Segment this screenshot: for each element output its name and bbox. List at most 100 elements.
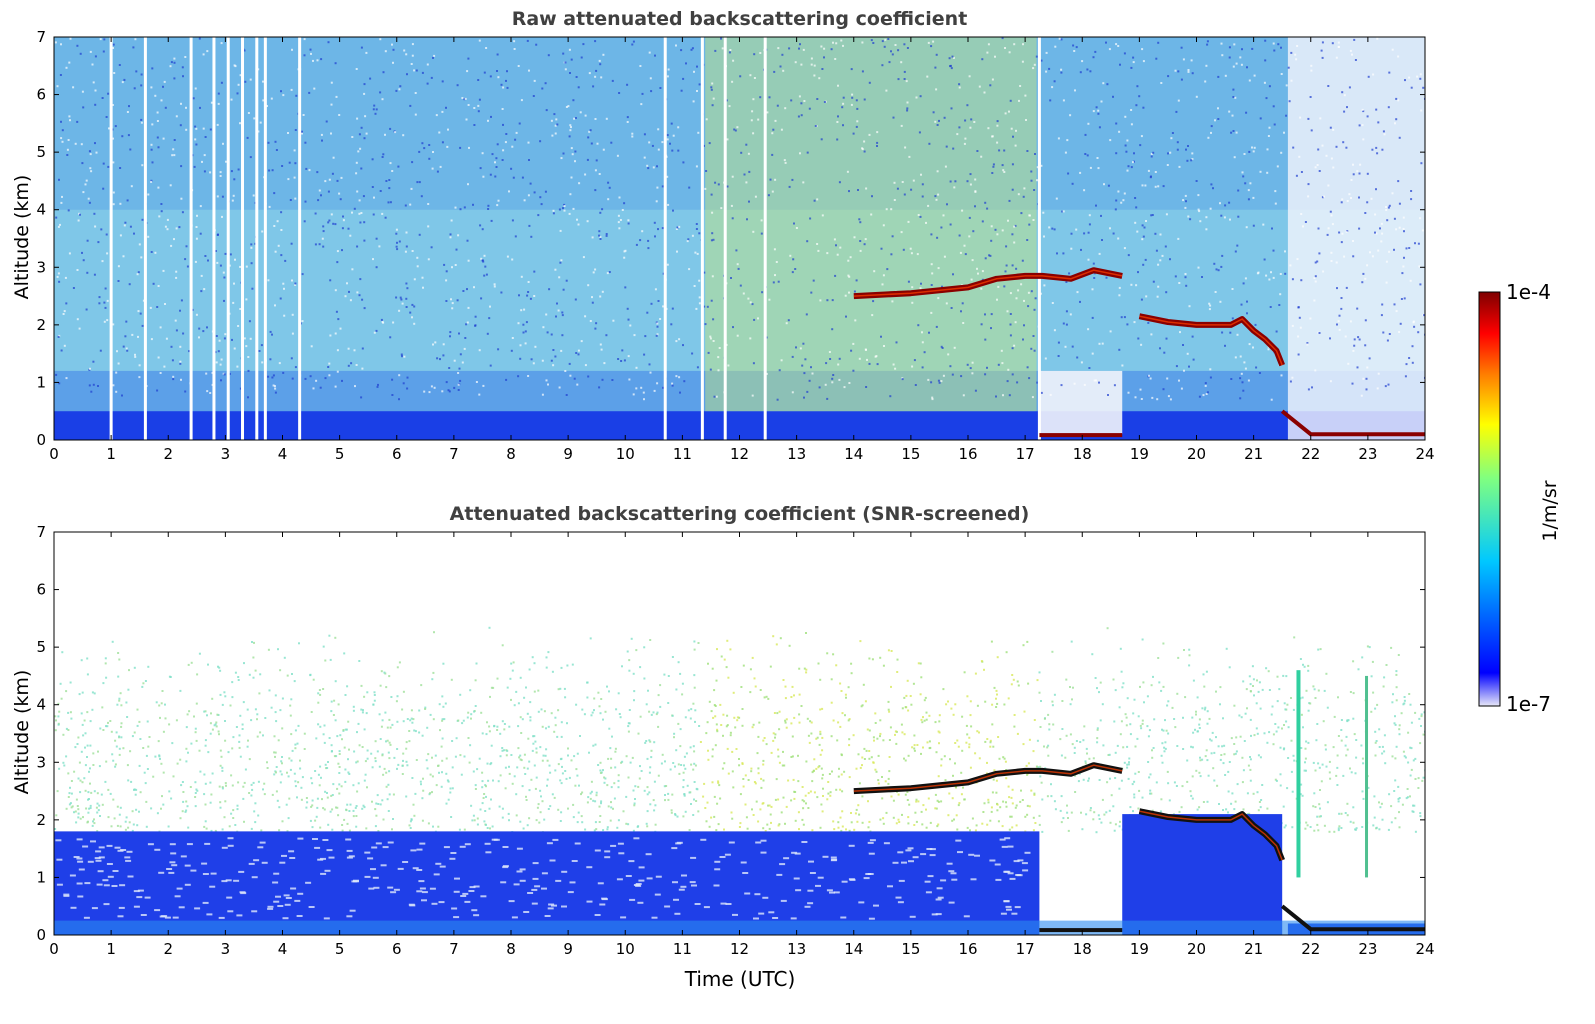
speckle xyxy=(1356,308,1358,310)
speckle xyxy=(171,742,173,744)
speckle xyxy=(291,280,293,282)
speckle xyxy=(790,696,792,698)
speckle xyxy=(527,713,529,715)
speckle xyxy=(819,709,821,711)
speckle xyxy=(179,346,181,348)
speckle xyxy=(1315,770,1317,772)
speckle xyxy=(1255,367,1257,369)
speckle xyxy=(230,253,232,255)
speckle xyxy=(428,822,430,824)
speckle xyxy=(220,694,222,696)
speckle xyxy=(393,49,395,51)
speckle xyxy=(581,815,583,817)
speckle xyxy=(97,803,99,805)
speckle xyxy=(1063,99,1065,101)
speckle xyxy=(623,810,625,812)
speckle xyxy=(1162,643,1164,645)
speckle xyxy=(225,161,227,163)
speckle xyxy=(659,706,661,708)
speckle xyxy=(77,808,79,810)
speckle xyxy=(997,656,999,658)
speckle xyxy=(1407,788,1409,790)
speckle xyxy=(413,804,415,806)
speckle xyxy=(881,776,883,778)
speckle xyxy=(654,235,656,237)
speckle xyxy=(1283,806,1285,808)
speckle xyxy=(693,750,695,752)
speckle xyxy=(653,166,655,168)
speckle xyxy=(911,302,913,304)
speckle xyxy=(1325,749,1327,751)
speckle xyxy=(631,133,633,135)
speckle xyxy=(451,307,453,309)
speckle xyxy=(856,768,858,770)
speckle xyxy=(579,735,581,737)
speckle xyxy=(170,65,172,67)
speckle xyxy=(1151,156,1153,158)
speckle xyxy=(476,381,478,383)
speckle xyxy=(525,687,527,689)
speckle xyxy=(459,754,461,756)
speckle xyxy=(356,68,358,70)
speckle xyxy=(713,689,715,691)
speckle xyxy=(76,799,78,801)
speckle xyxy=(1090,807,1092,809)
speckle xyxy=(790,799,792,801)
speckle xyxy=(469,762,471,764)
speckle xyxy=(233,283,235,285)
speckle xyxy=(1232,89,1234,91)
speckle xyxy=(833,828,835,830)
speckle xyxy=(681,693,683,695)
speckle xyxy=(839,247,841,249)
speckle xyxy=(468,147,470,149)
speckle xyxy=(483,797,485,799)
speckle xyxy=(1411,769,1413,771)
speckle xyxy=(299,768,301,770)
speckle xyxy=(1071,641,1073,643)
speckle xyxy=(761,233,763,235)
speckle xyxy=(945,779,947,781)
speckle xyxy=(355,172,357,174)
speckle xyxy=(1199,727,1201,729)
speckle xyxy=(1243,769,1245,771)
speckle xyxy=(554,769,556,771)
speckle xyxy=(85,764,87,766)
speckle xyxy=(839,181,841,183)
speckle xyxy=(1336,57,1338,59)
speckle xyxy=(648,791,650,793)
speckle xyxy=(379,91,381,93)
speckle xyxy=(560,811,562,813)
speckle xyxy=(749,337,751,339)
speckle xyxy=(869,730,871,732)
speckle xyxy=(991,704,993,706)
speckle xyxy=(1407,732,1409,734)
speckle xyxy=(874,712,876,714)
speckle xyxy=(937,124,939,126)
speckle xyxy=(147,666,149,668)
speckle xyxy=(253,677,255,679)
speckle xyxy=(892,235,894,237)
speckle xyxy=(1034,309,1036,311)
speckle xyxy=(901,814,903,816)
speckle xyxy=(63,765,65,767)
speckle xyxy=(93,213,95,215)
speckle xyxy=(86,756,88,758)
speckle xyxy=(396,229,398,231)
speckle xyxy=(534,691,536,693)
speckle xyxy=(1185,285,1187,287)
speckle xyxy=(216,725,218,727)
speckle xyxy=(262,788,264,790)
speckle xyxy=(551,360,553,362)
speckle xyxy=(385,180,387,182)
speckle xyxy=(643,678,645,680)
speckle xyxy=(334,223,336,225)
speckle xyxy=(383,672,385,674)
speckle xyxy=(914,744,916,746)
speckle xyxy=(348,773,350,775)
speckle xyxy=(291,89,293,91)
speckle xyxy=(950,224,952,226)
speckle xyxy=(1280,747,1282,749)
speckle xyxy=(952,148,954,150)
speckle xyxy=(168,826,170,828)
speckle xyxy=(346,809,348,811)
